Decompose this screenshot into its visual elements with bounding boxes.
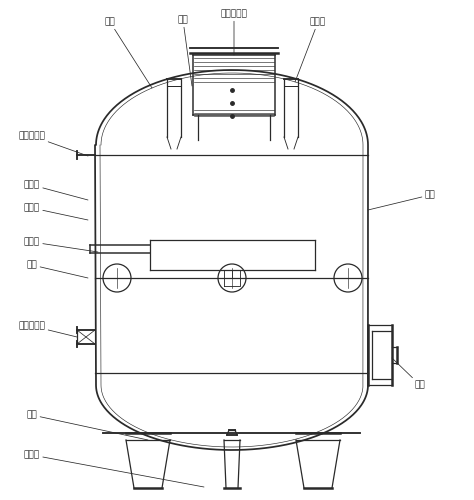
Text: 内筒筒: 内筒筒 xyxy=(24,180,88,200)
Text: 胀环: 胀环 xyxy=(178,16,192,86)
Text: 液位计接口: 液位计接口 xyxy=(18,322,77,337)
Text: 封头: 封头 xyxy=(105,18,152,88)
Text: 汽水分离器: 汽水分离器 xyxy=(220,10,247,55)
Text: 筒体: 筒体 xyxy=(368,190,436,210)
Text: 膨胀: 膨胀 xyxy=(27,260,88,278)
Text: 支腿: 支腿 xyxy=(27,410,148,440)
Text: 外筒筒: 外筒筒 xyxy=(24,204,88,220)
Text: 压力表接口: 压力表接口 xyxy=(18,132,88,156)
Text: 着污口: 着污口 xyxy=(24,450,204,487)
Text: 人孔: 人孔 xyxy=(392,358,425,390)
Text: 进水口: 进水口 xyxy=(24,238,98,252)
Text: 排气口: 排气口 xyxy=(295,18,326,82)
